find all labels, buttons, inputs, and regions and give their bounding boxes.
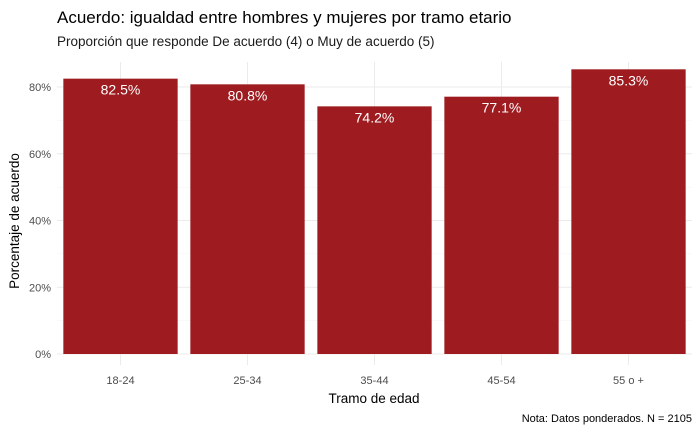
y-tick-label: 60% [29, 149, 51, 161]
y-tick-label: 20% [29, 282, 51, 294]
x-tick-label: 35-44 [360, 375, 388, 387]
chart-subtitle: Proporción que responde De acuerdo (4) o… [57, 34, 434, 49]
chart-caption: Nota: Datos ponderados. N = 2105 [522, 413, 692, 425]
chart-title: Acuerdo: igualdad entre hombres y mujere… [57, 8, 512, 27]
bar-value-label: 85.3% [609, 72, 649, 88]
bars [63, 69, 686, 355]
bar-18-24 [63, 78, 178, 354]
x-tick-label: 25-34 [233, 375, 261, 387]
bar-55-o- [571, 69, 686, 354]
x-axis-ticks: 18-24 25-34 35-44 45-54 55 o + [106, 375, 644, 387]
bar-value-label: 82.5% [101, 82, 141, 98]
bar-value-labels: 82.5% 80.8% 74.2% 77.1% 85.3% [101, 72, 649, 125]
y-tick-label: 80% [29, 82, 51, 94]
bar-35-44 [317, 106, 432, 354]
y-tick-label: 40% [29, 216, 51, 228]
bar-value-label: 77.1% [482, 100, 522, 116]
x-axis-title: Tramo de edad [328, 391, 419, 406]
y-axis-ticks: 0% 20% 40% 60% 80% [29, 82, 51, 361]
x-tick-label: 55 o + [613, 375, 644, 387]
bar-45-54 [444, 96, 559, 355]
x-tick-label: 18-24 [106, 375, 134, 387]
bar-value-label: 80.8% [228, 87, 268, 103]
y-axis-title: Porcentaje de acuerdo [7, 153, 22, 289]
bar-25-34 [190, 84, 305, 354]
y-tick-label: 0% [35, 349, 51, 361]
bar-value-label: 74.2% [355, 109, 395, 125]
x-tick-label: 45-54 [487, 375, 515, 387]
